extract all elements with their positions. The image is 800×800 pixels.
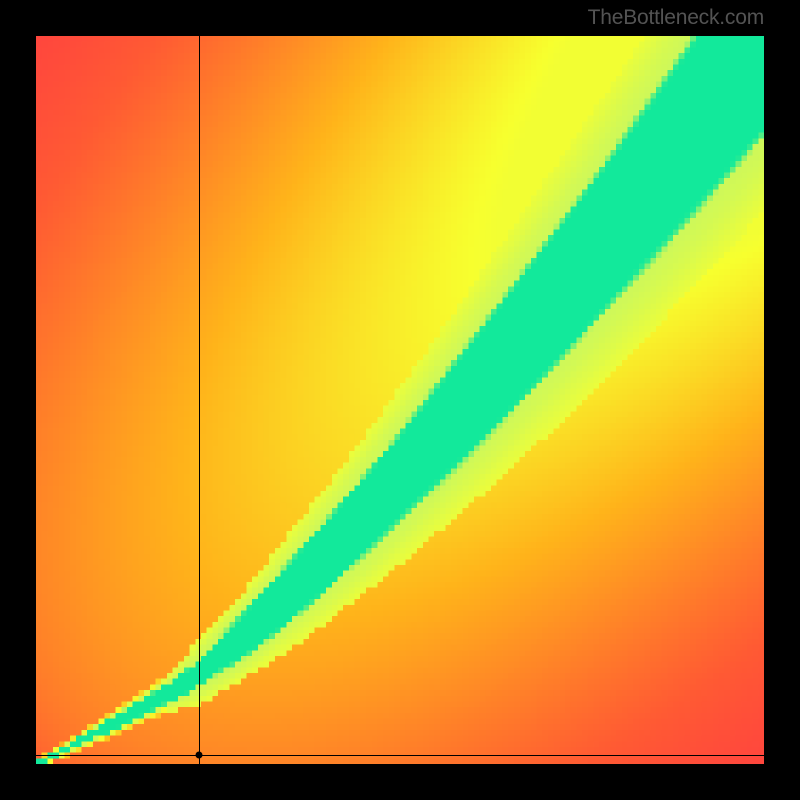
- plot-area: [36, 36, 764, 764]
- crosshair-point: [196, 752, 203, 759]
- watermark-text: TheBottleneck.com: [588, 6, 764, 30]
- bottleneck-heatmap: [36, 36, 764, 764]
- crosshair-vertical-line: [199, 36, 200, 764]
- crosshair-horizontal-line: [36, 755, 764, 756]
- figure-root: TheBottleneck.com: [0, 0, 800, 800]
